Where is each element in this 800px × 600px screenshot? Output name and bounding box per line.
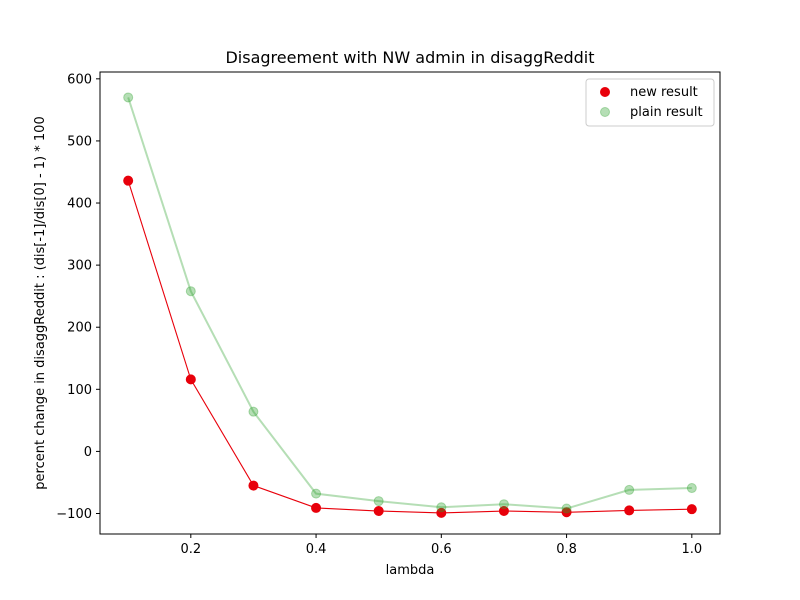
legend-label-new-result: new result <box>630 85 698 100</box>
data-point-new-result <box>373 506 384 517</box>
y-axis-label: percent change in disaggReddit : (dis[-1… <box>33 116 48 489</box>
y-tick-label: 200 <box>67 321 92 336</box>
y-tick-label: 600 <box>67 72 92 87</box>
data-point-new-result <box>185 374 196 385</box>
data-point-new-result <box>436 507 447 518</box>
y-axis: −100 0 100 200 300 400 500 600 <box>56 72 100 522</box>
y-tick-label: 100 <box>67 383 92 398</box>
y-tick-label: −100 <box>56 507 92 522</box>
data-point-new-result <box>624 505 635 516</box>
data-point-new-result <box>123 175 134 186</box>
data-point-plain-result <box>686 483 697 494</box>
y-tick-label: 400 <box>67 197 92 212</box>
data-point-plain-result <box>561 503 572 514</box>
legend: new result plain result <box>585 78 715 127</box>
x-axis-label: lambda <box>386 563 435 578</box>
data-point-plain-result <box>311 488 322 499</box>
axes-frame <box>99 71 721 535</box>
data-point-plain-result <box>185 286 196 297</box>
y-tick-label: 300 <box>67 259 92 274</box>
series-line-new-result <box>127 180 692 514</box>
series-line-plain-result <box>127 97 692 510</box>
y-tick-label: 0 <box>84 445 92 460</box>
data-point-plain-result <box>624 484 635 495</box>
data-point-plain-result <box>373 496 384 507</box>
x-tick-label: 0.4 <box>306 542 327 557</box>
chart-title: Disagreement with NW admin in disaggRedd… <box>225 48 594 67</box>
legend-box <box>585 78 715 127</box>
legend-label-plain-result: plain result <box>630 105 703 120</box>
data-point-new-result <box>498 506 509 517</box>
legend-marker-plain-result <box>600 107 610 117</box>
plot-area <box>123 92 697 518</box>
data-point-plain-result <box>436 502 447 513</box>
x-axis: 0.2 0.4 0.6 0.8 1.0 <box>180 534 702 557</box>
data-point-plain-result <box>248 406 259 417</box>
data-point-new-result <box>686 504 697 515</box>
x-tick-label: 0.2 <box>180 542 201 557</box>
data-point-new-result <box>561 507 572 518</box>
data-point-new-result <box>248 480 259 491</box>
data-point-plain-result <box>123 92 134 103</box>
data-point-new-result <box>311 502 322 513</box>
x-tick-label: 0.6 <box>431 542 452 557</box>
x-tick-label: 0.8 <box>556 542 577 557</box>
x-tick-label: 1.0 <box>681 542 702 557</box>
data-point-plain-result <box>498 499 509 510</box>
y-tick-label: 500 <box>67 134 92 149</box>
legend-marker-new-result <box>600 87 610 97</box>
